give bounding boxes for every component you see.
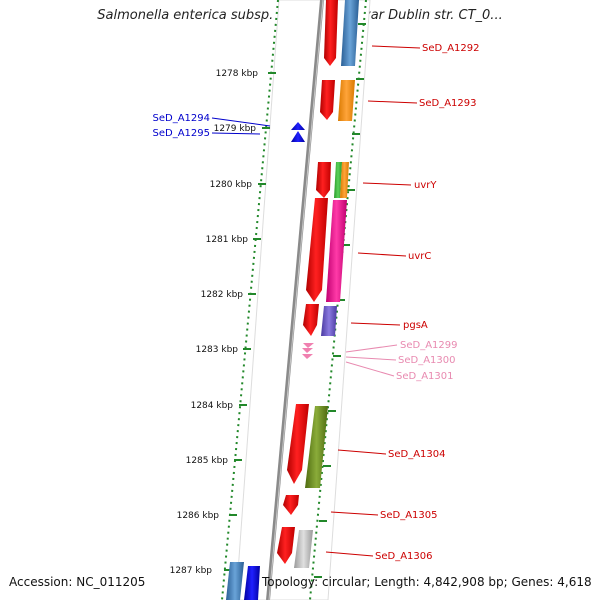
leader-sed-a1305 <box>330 511 379 516</box>
ruler-ticks-left <box>224 72 276 571</box>
gene-block-pgsa[interactable] <box>321 306 337 336</box>
gene-label-sed-a1305[interactable]: SeD_A1305 <box>380 510 438 521</box>
ruler-label-1283: 1283 kbp <box>196 345 239 355</box>
ruler-label-1278: 1278 kbp <box>216 69 259 79</box>
gene-label-sed-a1304[interactable]: SeD_A1304 <box>388 449 446 460</box>
topology-text: Topology: circular; Length: 4,842,908 bp… <box>262 575 592 589</box>
ruler-track-left <box>221 0 279 600</box>
gene-block-sed-a1293-cds[interactable] <box>320 80 335 120</box>
gene-label-sed-a1301[interactable]: SeD_A1301 <box>396 371 454 382</box>
gene-label-uvrc[interactable]: uvrC <box>408 251 431 262</box>
gene-label-sed-a1292[interactable]: SeD_A1292 <box>422 43 480 54</box>
gene-label-sed-a1293[interactable]: SeD_A1293 <box>419 98 477 109</box>
leader-sed-a1301 <box>345 361 395 377</box>
gene-block-pgsa-cds[interactable] <box>303 304 319 336</box>
backbone-line <box>266 0 324 600</box>
gene-block-sed-a1304-cds[interactable] <box>287 404 309 484</box>
leader-sed-a1294 <box>211 117 271 127</box>
ruler-label-1285: 1285 kbp <box>186 456 229 466</box>
gene-block-uvrc[interactable] <box>326 200 347 302</box>
gene-block-sed-a1292[interactable] <box>341 0 359 66</box>
ruler-label-1287: 1287 kbp <box>170 566 213 576</box>
gene-block-sed-a1299[interactable] <box>303 343 314 348</box>
gene-label-sed-a1295[interactable]: SeD_A1295 <box>153 128 211 139</box>
gene-block-sed-a1294[interactable] <box>291 122 305 130</box>
ruler-label-1280: 1280 kbp <box>210 180 253 190</box>
gene-block-sed-a1304[interactable] <box>305 406 328 488</box>
gene-block-uvry-cds[interactable] <box>316 162 331 198</box>
gene-label-sed-a1294[interactable]: SeD_A1294 <box>153 113 211 124</box>
accession-text: Accession: NC_011205 <box>9 575 146 589</box>
leader-sed-a1292 <box>371 45 421 49</box>
leader-sed-a1304 <box>337 449 387 455</box>
gene-block-sed-a1306[interactable] <box>294 530 313 568</box>
gene-block-uvry-b[interactable] <box>340 162 349 198</box>
gene-label-pgsa[interactable]: pgsA <box>403 320 428 331</box>
ruler-label-1284: 1284 kbp <box>191 401 234 411</box>
gene-block-uvry-a[interactable] <box>334 162 342 198</box>
ruler-ticks-right <box>314 23 366 578</box>
leader-sed-a1300 <box>345 356 397 361</box>
gene-block-sed-a1301[interactable] <box>302 354 313 359</box>
leader-sed-a1306 <box>325 551 374 557</box>
gene-label-uvry[interactable]: uvrY <box>414 180 437 191</box>
leader-sed-a1295 <box>211 132 261 135</box>
backbone-line-highlight <box>268 0 324 600</box>
gene-block-sed-a1293[interactable] <box>338 80 355 121</box>
leader-sed-a1293 <box>367 100 418 104</box>
gene-block-sed-a1305-cds[interactable] <box>283 495 299 515</box>
gene-block-bottom-steel[interactable] <box>226 562 244 600</box>
ruler-label-1282: 1282 kbp <box>201 290 244 300</box>
leader-sed-a1299 <box>345 344 398 353</box>
ruler-label-1279: 1279 kbp <box>214 124 257 134</box>
gene-label-sed-a1306[interactable]: SeD_A1306 <box>375 551 433 562</box>
gene-block-sed-a1306-cds[interactable] <box>277 527 295 564</box>
leader-pgsa <box>350 322 401 326</box>
ruler-label-1286: 1286 kbp <box>177 511 220 521</box>
gene-block-sed-a1292-cds[interactable] <box>324 0 338 66</box>
leader-uvrc <box>357 252 407 257</box>
gene-label-sed-a1299[interactable]: SeD_A1299 <box>400 340 458 351</box>
gene-block-uvrc-cds[interactable] <box>306 198 328 302</box>
backbone-band <box>235 0 371 600</box>
gene-block-sed-a1295[interactable] <box>291 131 305 142</box>
gene-block-sed-a1300[interactable] <box>302 348 313 353</box>
ruler-label-1281: 1281 kbp <box>206 235 249 245</box>
leader-uvry <box>362 182 412 186</box>
gene-label-sed-a1300[interactable]: SeD_A1300 <box>398 355 456 366</box>
gene-block-bottom-blue[interactable] <box>244 566 260 600</box>
